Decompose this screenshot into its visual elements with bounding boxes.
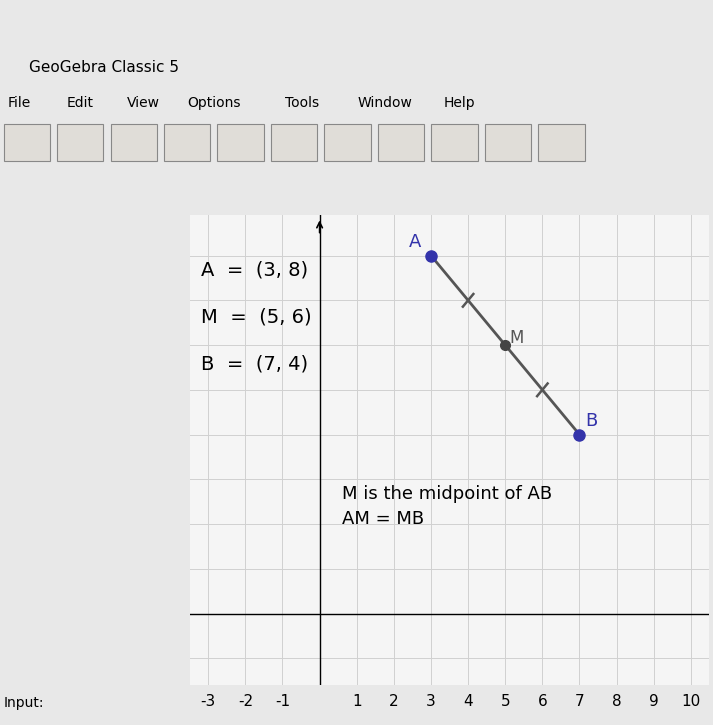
Bar — [431, 124, 478, 161]
Text: Tools: Tools — [285, 96, 319, 110]
Text: A  =  (3, 8): A = (3, 8) — [201, 260, 308, 279]
Bar — [271, 124, 317, 161]
Text: M  =  (5, 6): M = (5, 6) — [201, 307, 312, 326]
Text: GeoGebra Classic 5: GeoGebra Classic 5 — [29, 59, 178, 75]
Text: Input:: Input: — [4, 696, 44, 710]
Text: B  =  (7, 4): B = (7, 4) — [201, 354, 308, 373]
Text: M: M — [510, 329, 524, 347]
Bar — [57, 124, 103, 161]
Bar — [378, 124, 424, 161]
Bar — [111, 124, 157, 161]
Text: AM = MB: AM = MB — [342, 510, 424, 528]
Bar — [164, 124, 210, 161]
Text: B: B — [585, 412, 597, 430]
Bar — [485, 124, 531, 161]
Text: View: View — [127, 96, 160, 110]
Bar — [538, 124, 585, 161]
Text: File: File — [7, 96, 31, 110]
Text: Edit: Edit — [67, 96, 94, 110]
Bar — [217, 124, 264, 161]
Text: Options: Options — [187, 96, 240, 110]
Bar — [4, 124, 50, 161]
Text: M is the midpoint of AB: M is the midpoint of AB — [342, 486, 552, 503]
Text: Window: Window — [358, 96, 413, 110]
Text: Help: Help — [443, 96, 475, 110]
Bar — [324, 124, 371, 161]
Text: A: A — [409, 233, 421, 251]
